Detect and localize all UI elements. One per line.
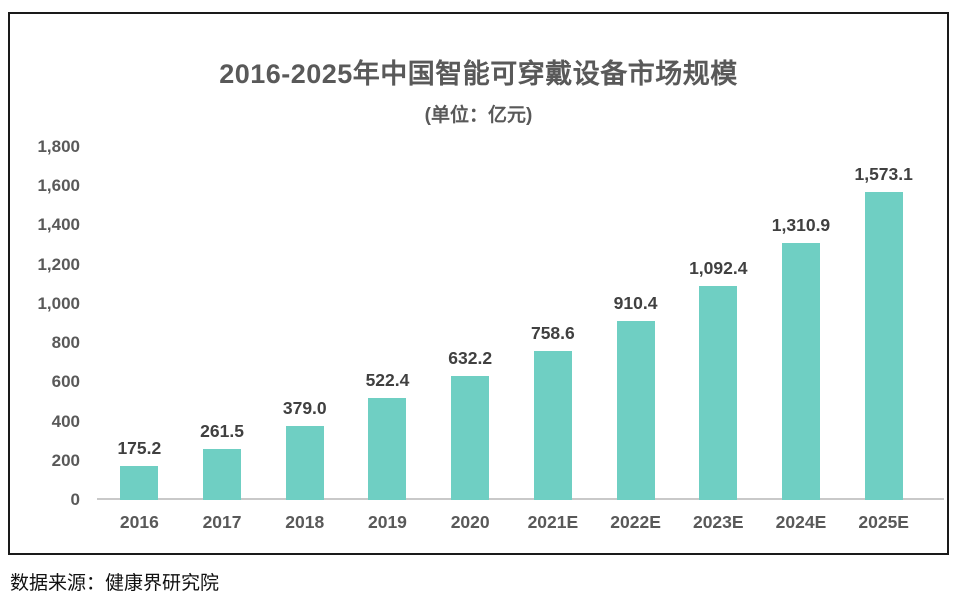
bar-column: 1,573.1 [842, 147, 925, 500]
bar [368, 397, 407, 500]
bar-column: 632.2 [429, 147, 512, 500]
x-axis-tick-label: 2023E [692, 512, 744, 532]
y-axis: 0 200 400 600 800 1,000 1,200 1,400 1,600 1,800 [18, 137, 80, 509]
bar-value-label: 522.4 [365, 369, 410, 390]
bar-column: 379.0 [263, 147, 346, 500]
source-note: 数据来源：健康界研究院 [10, 573, 220, 594]
bar [451, 376, 490, 500]
bar [285, 425, 324, 500]
bar-value-label: 379.0 [282, 397, 327, 418]
bar [699, 285, 738, 500]
bar-column: 522.4 [346, 147, 429, 500]
bar-value-label: 910.4 [613, 293, 658, 314]
y-axis-tick-label: 1,000 [37, 293, 80, 313]
x-axis-tick-label: 2021E [527, 512, 579, 532]
bar-value-label: 1,092.4 [689, 257, 748, 278]
bar [864, 191, 903, 500]
chart-frame: 2016-2025年中国智能可穿戴设备市场规模 (单位：亿元) 0 200 400 6… [8, 12, 949, 555]
y-axis-tick-label: 0 [70, 490, 80, 509]
bar-value-label: 261.5 [200, 420, 244, 441]
bar-column: 1,310.9 [760, 147, 843, 500]
bar [533, 351, 572, 500]
x-axis-labels: 2016 2017 2018 2019 2020 2021E 2022E 2023E 2024E… [98, 512, 925, 533]
bar [120, 465, 159, 500]
bar [616, 321, 655, 500]
bar-value-label: 175.2 [117, 437, 162, 458]
x-axis-tick-label: 2019 [367, 512, 407, 532]
bar-column: 910.4 [594, 147, 677, 500]
x-axis-tick-label: 2025E [858, 512, 909, 532]
x-axis-line [97, 498, 944, 500]
x-axis-tick-label: 2018 [285, 512, 325, 532]
bar [203, 448, 242, 500]
bar [781, 242, 820, 500]
y-axis-tick-label: 800 [51, 333, 80, 353]
y-axis-tick-label: 1,200 [37, 254, 80, 274]
y-axis-tick-label: 600 [51, 372, 80, 392]
y-axis-tick-label: 400 [51, 411, 80, 431]
y-axis-tick-label: 1,400 [37, 215, 80, 235]
x-axis-tick-label: 2022E [610, 512, 661, 532]
x-axis-tick-label: 2017 [202, 512, 242, 532]
x-axis-tick-label: 2016 [119, 512, 159, 532]
x-axis-tick-label: 2024E [775, 512, 827, 532]
bar-value-label: 758.6 [530, 323, 575, 344]
x-axis-tick-label: 2020 [450, 512, 490, 532]
y-axis-tick-label: 1,800 [37, 137, 80, 156]
bar-column: 1,092.4 [677, 147, 760, 500]
bar-value-label: 632.2 [448, 348, 493, 369]
bar-value-label: 1,310.9 [771, 214, 831, 235]
bar-column: 758.6 [512, 147, 595, 500]
bar-column: 261.5 [181, 147, 264, 500]
bar-column: 175.2 [98, 147, 181, 500]
chart-subtitle: (单位：亿元) [424, 105, 533, 126]
bar-value-label: 1,573.1 [854, 163, 913, 184]
y-axis-tick-label: 1,600 [37, 176, 80, 196]
bars-area: 175.2 261.5 379.0 522.4 632.2 758.6 910.4 1,092… [98, 147, 925, 500]
chart-title: 2016-2025年中国智能可穿戴设备市场规模 [219, 59, 738, 89]
y-axis-tick-label: 200 [51, 450, 80, 470]
